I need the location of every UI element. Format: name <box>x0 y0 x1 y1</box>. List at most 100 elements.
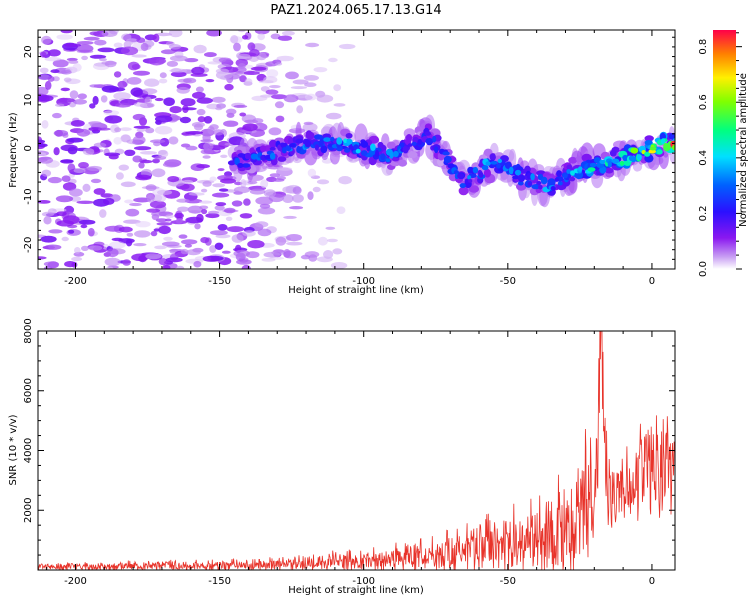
colorbar-tick-label: 0.6 <box>698 94 709 110</box>
heatmap-cell <box>76 128 91 137</box>
heatmap-cell <box>72 63 82 72</box>
heatmap-cell <box>275 236 287 246</box>
heatmap-cell <box>60 30 73 34</box>
heatmap-cell <box>442 151 450 156</box>
heatmap-cell <box>182 179 194 185</box>
heatmap-cell <box>132 155 142 163</box>
heatmap-cell <box>663 142 668 149</box>
heatmap-cell <box>317 236 328 246</box>
heatmap-cell <box>380 153 386 161</box>
heatmap-cell <box>133 146 152 151</box>
heatmap-cell <box>536 181 542 185</box>
heatmap-cell <box>119 127 132 132</box>
heatmap-cell <box>215 107 223 111</box>
heatmap-cell <box>496 163 501 169</box>
heatmap-cell <box>233 104 248 108</box>
colorbar-tick-label: 0.2 <box>698 205 709 221</box>
heatmap-cell <box>417 139 423 146</box>
spectrogram-y-label: Frequency (Hz) <box>8 112 19 188</box>
heatmap-cell <box>275 115 285 123</box>
heatmap-cell <box>338 43 356 50</box>
heatmap-cell <box>117 80 128 89</box>
heatmap-cell <box>226 226 245 233</box>
heatmap-cell <box>197 116 206 123</box>
heatmap-cell <box>300 254 311 260</box>
heatmap-cell <box>459 183 466 189</box>
heatmap-cell <box>636 154 642 161</box>
heatmap-cell <box>81 245 89 251</box>
heatmap-cell <box>88 127 102 132</box>
heatmap-cell <box>570 170 575 176</box>
heatmap-cell <box>50 69 60 74</box>
heatmap-cell <box>162 264 171 269</box>
heatmap-cell <box>168 136 179 145</box>
heatmap-cell <box>648 149 656 154</box>
heatmap-cell <box>252 118 264 124</box>
heatmap-cell <box>346 138 353 145</box>
heatmap-cell <box>238 30 246 33</box>
heatmap-cell <box>89 84 101 88</box>
heatmap-cell <box>316 94 334 103</box>
heatmap-cell <box>214 205 225 211</box>
heatmap-cell <box>323 137 331 143</box>
heatmap-cell <box>619 160 625 166</box>
snr-series-line <box>38 331 675 570</box>
heatmap-cell <box>179 116 191 124</box>
heatmap-cell <box>133 243 147 247</box>
heatmap-cell <box>247 240 265 249</box>
heatmap-cell <box>538 184 543 190</box>
heatmap-cell <box>283 215 297 219</box>
heatmap-cell <box>155 58 167 64</box>
heatmap-cell <box>233 186 251 194</box>
heatmap-cell <box>89 103 96 109</box>
heatmap-cell <box>43 265 53 269</box>
heatmap-cell <box>115 172 124 180</box>
heatmap-cell <box>257 207 276 215</box>
heatmap-cell <box>328 57 338 63</box>
heatmap-cell <box>78 162 89 169</box>
heatmap-cell <box>184 243 192 248</box>
heatmap-cell <box>304 93 317 101</box>
heatmap-cell <box>64 43 82 47</box>
heatmap-cell <box>256 30 264 33</box>
heatmap-cell <box>99 209 107 218</box>
heatmap-cell <box>158 78 168 84</box>
heatmap-cell <box>250 66 267 71</box>
heatmap-cell <box>289 143 296 148</box>
heatmap-cell <box>169 106 182 114</box>
heatmap-cell <box>215 234 231 239</box>
heatmap-cell <box>38 86 49 96</box>
heatmap-cell <box>225 108 237 115</box>
heatmap-cell <box>227 160 236 166</box>
heatmap-cell <box>145 253 162 260</box>
heatmap-cell <box>266 69 279 78</box>
heatmap-cell <box>191 121 205 128</box>
heatmap-cell <box>220 178 237 184</box>
heatmap-cell <box>425 138 434 145</box>
heatmap-cell <box>154 32 173 37</box>
heatmap-cell <box>130 87 143 97</box>
heatmap-cell <box>113 71 122 78</box>
heatmap-cell <box>282 186 297 194</box>
heatmap-cell <box>184 58 199 63</box>
heatmap-cell <box>193 44 207 54</box>
heatmap-cell <box>122 259 131 266</box>
heatmap-cell <box>124 149 136 156</box>
heatmap-cell <box>38 95 54 102</box>
heatmap-cell <box>191 66 205 75</box>
heatmap-cell <box>316 256 333 263</box>
heatmap-cell <box>202 155 211 159</box>
heatmap-cell <box>185 216 203 224</box>
heatmap-cell <box>258 80 274 84</box>
heatmap-cell <box>562 174 568 179</box>
heatmap-cell <box>139 159 153 164</box>
heatmap-cell <box>41 120 49 129</box>
x-tick-label: 0 <box>649 576 655 587</box>
heatmap-cell <box>353 144 359 151</box>
heatmap-cell <box>67 137 84 143</box>
heatmap-cell <box>244 78 253 85</box>
heatmap-cell <box>244 152 252 160</box>
heatmap-cell <box>41 35 52 45</box>
heatmap-cell <box>169 55 188 62</box>
